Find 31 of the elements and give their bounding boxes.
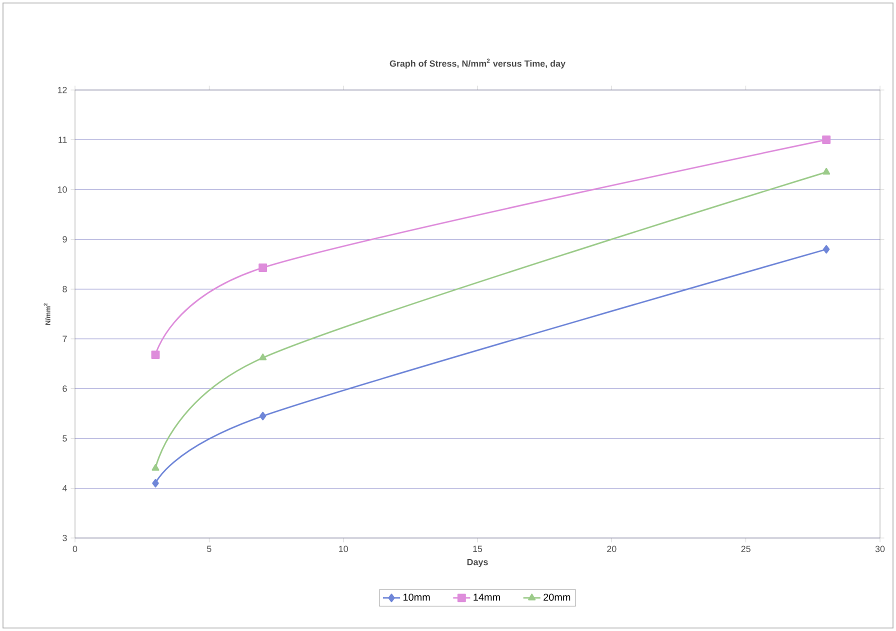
x-tick-label: 25 — [741, 546, 750, 552]
point — [822, 245, 830, 254]
point — [259, 354, 267, 360]
y-tick-label: 3 — [62, 534, 67, 542]
legend-label: 20mm — [544, 594, 570, 601]
legend-label: 14mm — [474, 594, 500, 601]
y-tick-label: 11 — [58, 136, 67, 143]
point — [151, 350, 160, 360]
x-tick-label: 5 — [207, 546, 212, 552]
legend-label: 10mm — [404, 594, 430, 601]
point — [822, 136, 831, 144]
x-tick-label: 15 — [473, 546, 482, 552]
x-tick-label: 30 — [875, 546, 885, 552]
x-axis-title: Days — [467, 558, 488, 567]
y-tick-label: 5 — [62, 435, 67, 442]
y-tick-label: 10 — [58, 186, 67, 193]
x-tick-label: 0 — [72, 546, 78, 552]
x-tick-label: 20 — [607, 546, 616, 552]
y-tick-label: 9 — [62, 236, 67, 243]
point — [259, 412, 266, 420]
point — [152, 464, 160, 471]
x-tick-label: 10 — [339, 546, 348, 552]
y-tick-label: 4 — [62, 485, 67, 492]
y-tick-label: 8 — [62, 286, 67, 292]
y-tick-label: 12 — [58, 86, 67, 94]
chart-title: Graph of Stress, N/mm$^{2}$ versus Time, day — [390, 58, 566, 69]
point — [152, 479, 159, 488]
point — [822, 168, 830, 175]
point — [258, 263, 268, 272]
y-tick-label: 7 — [62, 336, 67, 342]
y-tick-label: 6 — [62, 385, 67, 392]
